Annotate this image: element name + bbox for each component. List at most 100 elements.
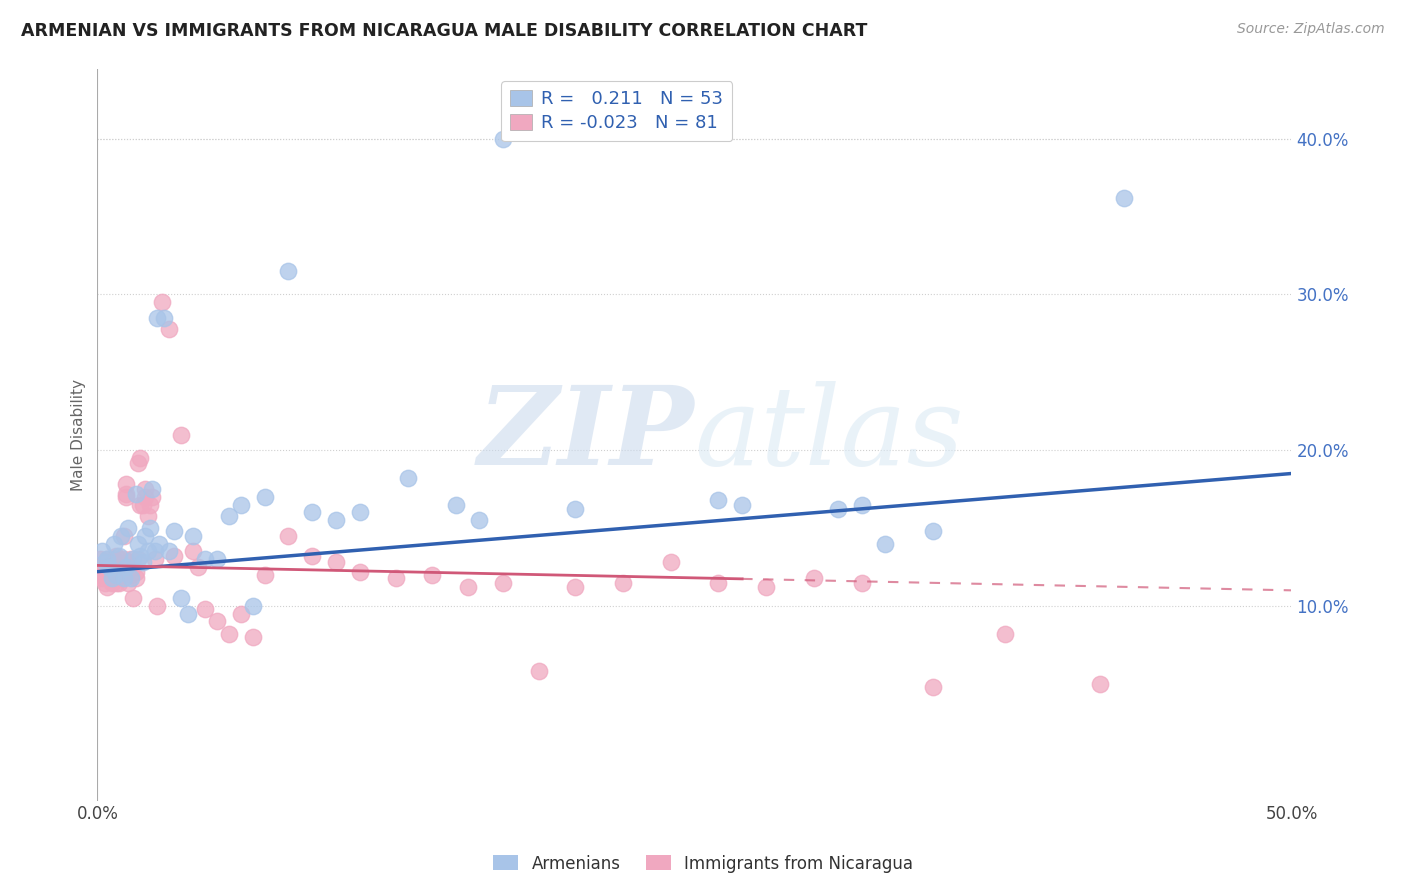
Point	[115, 560, 138, 574]
Point	[132, 555, 155, 569]
Point	[103, 536, 125, 550]
Point	[253, 490, 276, 504]
Point	[129, 450, 152, 465]
Point	[153, 310, 176, 325]
Point	[301, 505, 323, 519]
Point	[141, 482, 163, 496]
Point	[349, 565, 371, 579]
Point	[803, 571, 825, 585]
Point	[163, 549, 186, 563]
Point	[134, 490, 156, 504]
Point	[91, 571, 114, 585]
Point	[141, 490, 163, 504]
Point	[277, 264, 299, 278]
Point	[134, 482, 156, 496]
Point	[139, 498, 162, 512]
Point	[468, 513, 491, 527]
Point	[277, 529, 299, 543]
Point	[108, 552, 131, 566]
Point	[181, 544, 204, 558]
Text: atlas: atlas	[695, 381, 965, 488]
Point	[93, 565, 115, 579]
Point	[124, 487, 146, 501]
Point	[103, 567, 125, 582]
Point	[110, 529, 132, 543]
Point	[96, 580, 118, 594]
Point	[755, 580, 778, 594]
Point	[91, 544, 114, 558]
Legend: R =   0.211   N = 53, R = -0.023   N = 81: R = 0.211 N = 53, R = -0.023 N = 81	[502, 81, 733, 141]
Point	[100, 575, 122, 590]
Point	[134, 529, 156, 543]
Point	[105, 567, 128, 582]
Point	[91, 560, 114, 574]
Point	[1090, 677, 1112, 691]
Point	[122, 591, 145, 606]
Point	[218, 627, 240, 641]
Point	[163, 524, 186, 538]
Point	[143, 544, 166, 558]
Point	[492, 131, 515, 145]
Point	[242, 630, 264, 644]
Legend: Armenians, Immigrants from Nicaragua: Armenians, Immigrants from Nicaragua	[486, 848, 920, 880]
Point	[612, 575, 634, 590]
Y-axis label: Male Disability: Male Disability	[72, 378, 86, 491]
Point	[103, 571, 125, 585]
Point	[108, 575, 131, 590]
Point	[129, 498, 152, 512]
Point	[103, 552, 125, 566]
Point	[922, 524, 945, 538]
Point	[89, 567, 111, 582]
Point	[181, 529, 204, 543]
Point	[139, 521, 162, 535]
Point	[194, 602, 217, 616]
Point	[100, 571, 122, 585]
Point	[129, 549, 152, 563]
Point	[143, 552, 166, 566]
Point	[492, 575, 515, 590]
Point	[170, 427, 193, 442]
Point	[396, 471, 419, 485]
Point	[146, 599, 169, 613]
Point	[922, 680, 945, 694]
Point	[96, 552, 118, 566]
Point	[124, 565, 146, 579]
Point	[301, 549, 323, 563]
Point	[325, 513, 347, 527]
Point	[349, 505, 371, 519]
Point	[105, 575, 128, 590]
Point	[875, 536, 897, 550]
Point	[112, 529, 135, 543]
Point	[659, 555, 682, 569]
Point	[136, 544, 159, 558]
Point	[827, 502, 849, 516]
Point	[122, 560, 145, 574]
Point	[229, 498, 252, 512]
Point	[98, 571, 121, 585]
Point	[218, 508, 240, 523]
Point	[457, 580, 479, 594]
Point	[105, 549, 128, 563]
Text: Source: ZipAtlas.com: Source: ZipAtlas.com	[1237, 22, 1385, 37]
Point	[120, 571, 142, 585]
Point	[253, 567, 276, 582]
Text: ZIP: ZIP	[478, 381, 695, 488]
Point	[851, 575, 873, 590]
Point	[564, 580, 586, 594]
Point	[325, 555, 347, 569]
Point	[93, 575, 115, 590]
Point	[229, 607, 252, 621]
Point	[110, 567, 132, 582]
Text: ARMENIAN VS IMMIGRANTS FROM NICARAGUA MALE DISABILITY CORRELATION CHART: ARMENIAN VS IMMIGRANTS FROM NICARAGUA MA…	[21, 22, 868, 40]
Point	[157, 544, 180, 558]
Point	[112, 552, 135, 566]
Point	[157, 321, 180, 335]
Point	[124, 571, 146, 585]
Point	[205, 615, 228, 629]
Point	[112, 571, 135, 585]
Point	[98, 560, 121, 574]
Point	[177, 607, 200, 621]
Point	[96, 552, 118, 566]
Point	[115, 487, 138, 501]
Point	[150, 295, 173, 310]
